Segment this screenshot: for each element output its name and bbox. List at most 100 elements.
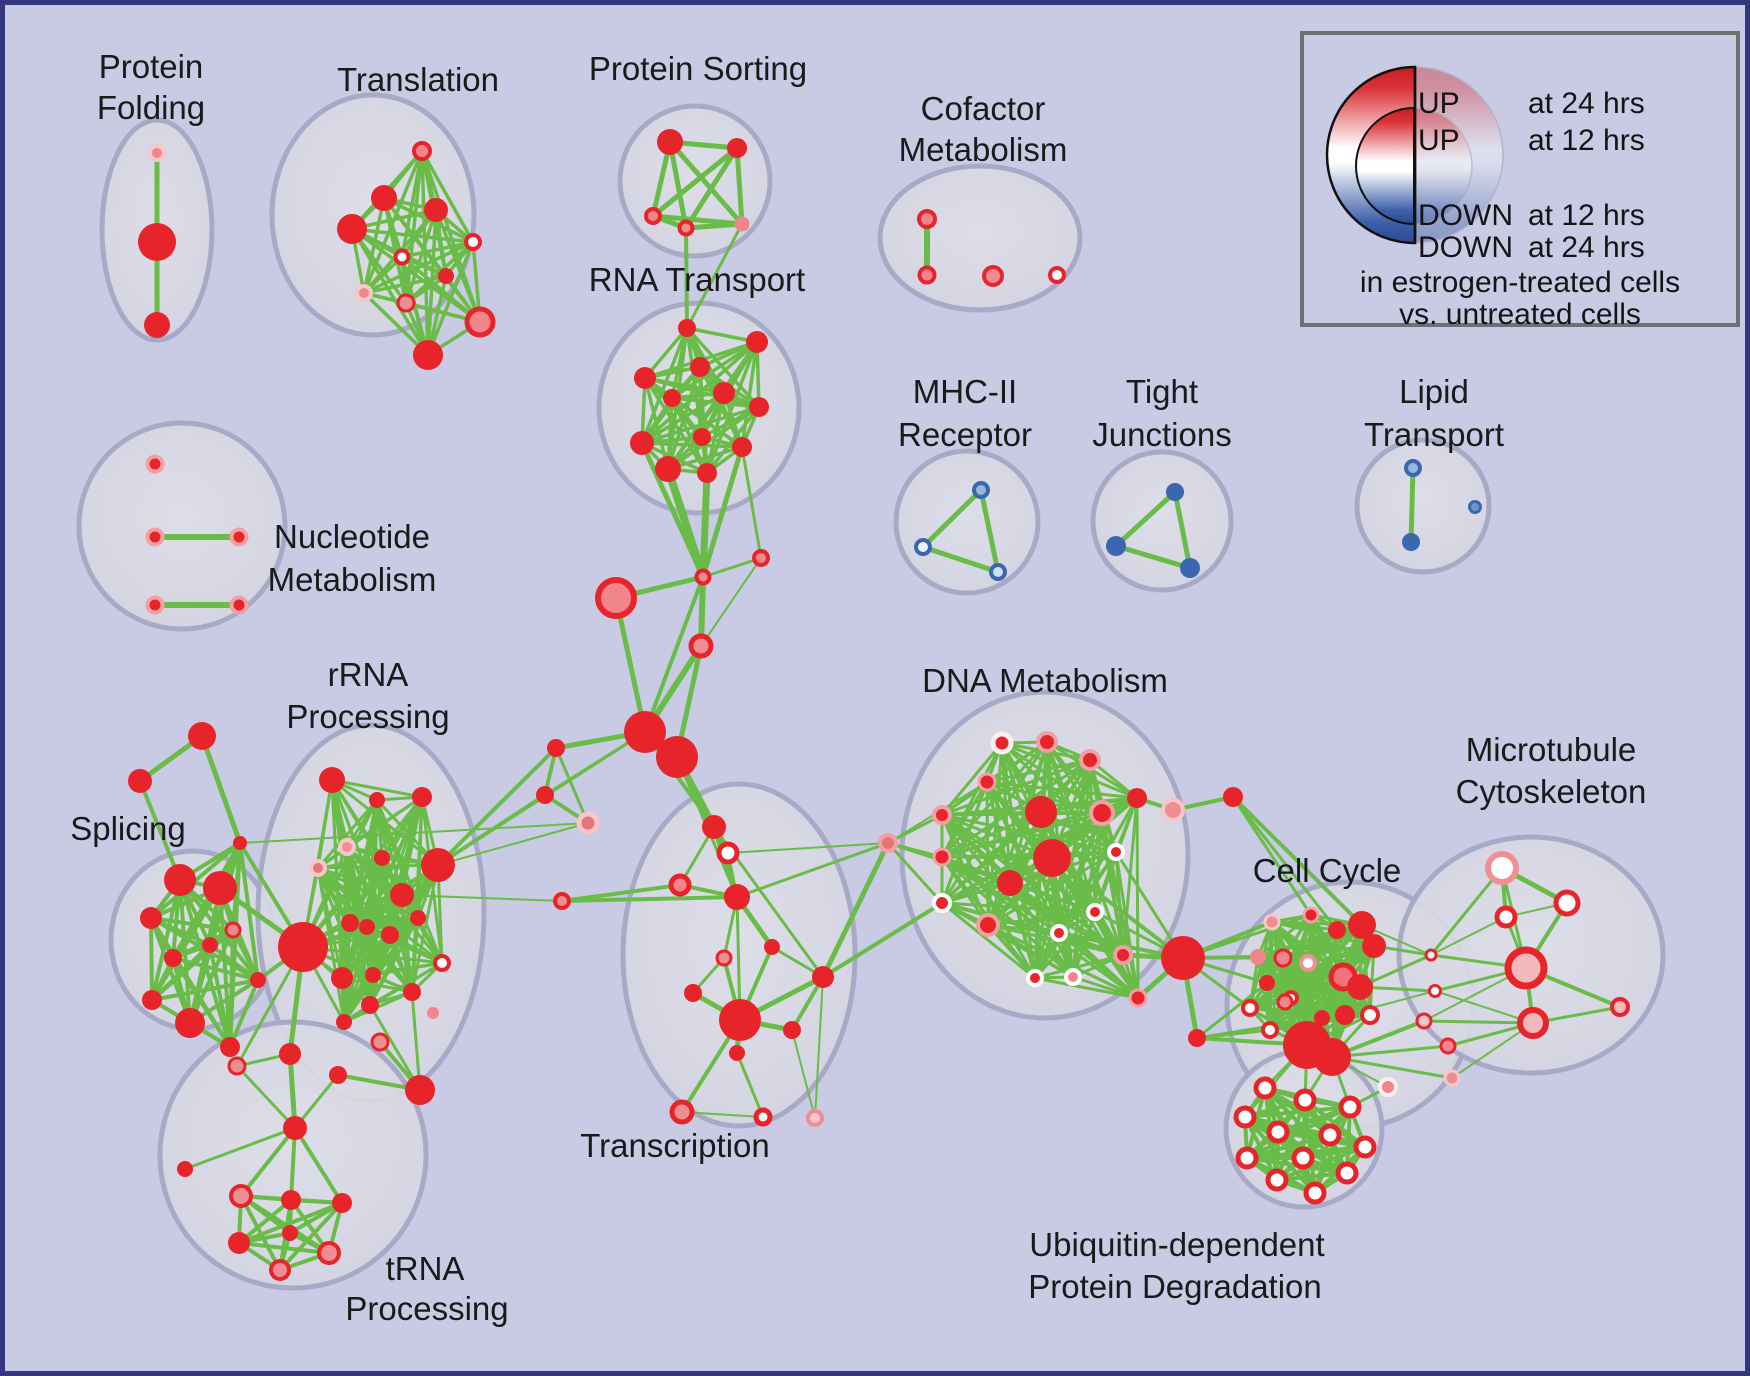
node-nm5 [229,595,249,615]
cluster-label-rrna-processing-1: Processing [286,698,449,735]
node-dm19 [1113,945,1133,965]
network-edge [1245,1133,1332,1160]
network-edge [683,145,740,231]
network-edge [978,487,1001,575]
node-mt6 [1610,997,1630,1017]
network-edge [1330,1055,1454,1080]
network-edge [149,916,154,1002]
network-edge [667,139,689,231]
node-rt3 [634,367,656,389]
node-tc7 [684,984,702,1002]
network-edge [237,1201,344,1245]
network-edge [1231,795,1313,917]
network-edge [330,778,424,799]
cluster-label-tight-junctions-0: Tight [1126,373,1198,410]
node-cy1 [1302,906,1320,924]
node-tl2 [371,185,397,211]
node-tnE [269,1259,291,1281]
node-rr16 [433,954,451,972]
node-tc3 [668,873,692,897]
network-edge [1033,976,1140,1000]
network-edge [821,901,944,979]
network-edge [239,822,589,844]
network-edge [420,149,475,244]
network-edge [705,340,759,475]
network-edge [1270,920,1372,1017]
network-edge [316,798,379,870]
cluster-label-tight-junctions-1: Junctions [1092,416,1231,453]
node-tl9 [396,293,416,313]
network-edge [1181,913,1313,960]
network-edge [1033,910,1097,980]
network-edge [940,901,1097,914]
legend-down-24-label: DOWN [1418,231,1513,264]
node-pf3 [144,312,170,338]
network-edge [1430,916,1507,956]
network-edge [640,405,761,445]
node-mt2 [1553,889,1581,917]
node-cy17 [1259,975,1275,991]
node-rrX [279,1043,301,1065]
node-mh3 [989,563,1007,581]
node-dm14 [976,913,1000,937]
node-ub5 [1266,1120,1290,1144]
node-ccF [547,739,565,757]
network-edge [920,544,1001,575]
network-edge [650,145,740,219]
node-cy7 [1347,974,1373,1000]
network-edge [400,255,482,324]
node-tc10 [783,1021,801,1039]
network-edge [239,1126,297,1198]
node-ccH [576,811,600,835]
network-edge [1451,1022,1534,1079]
network-edge [700,557,762,647]
network-edge [814,976,824,1119]
network-edge [371,961,444,977]
network-edge [734,145,745,227]
network-edge [138,779,182,882]
network-edge [986,923,1140,1000]
cluster-ellipse-lipid-transport [1354,437,1492,575]
cluster-label-trna-processing-1: Processing [345,1290,508,1327]
cluster-label-rrna-processing-0: rRNA [328,656,409,693]
node-nm2 [145,527,165,547]
node-sp3 [140,907,162,929]
node-tc6 [715,949,733,967]
node-lp2 [1402,533,1420,551]
network-edge [986,923,1075,979]
cluster-label-mhc-ii-receptor-1: Receptor [898,416,1032,453]
node-cyB2 [1313,1038,1351,1076]
network-edge [1114,850,1140,1000]
network-edge [1231,795,1339,932]
node-lp3 [1468,500,1482,514]
node-dm13 [932,893,952,913]
node-tl1 [412,141,432,161]
cluster-label-protein-sorting-0: Protein Sorting [589,50,807,87]
cluster-label-lipid-transport-1: Transport [1364,416,1504,453]
legend-up-12-label: UP [1418,124,1460,157]
node-tj3 [1180,558,1200,578]
node-cy19 [1241,999,1259,1017]
network-edge [685,326,759,344]
node-tl7 [438,268,454,284]
network-edge [199,733,243,846]
node-tc12 [669,1099,695,1125]
node-pf2 [138,223,176,261]
node-cy11 [1261,1021,1279,1039]
node-cy14 [1263,913,1281,931]
cluster-label-cofactor-metabolism-0: Cofactor [921,90,1046,127]
network-edge [664,465,707,581]
network-edge [1172,489,1193,571]
node-rr14 [331,967,353,989]
network-edge [1243,1105,1352,1119]
network-edge [560,883,682,903]
network-edge [348,856,384,925]
network-edge [643,376,709,475]
node-rr6 [374,850,390,866]
node-dm15 [1086,903,1104,921]
node-rr10 [359,919,375,935]
network-edge [228,978,260,1049]
network-edge [188,928,235,1025]
cluster-label-protein-folding-1: Folding [97,89,205,126]
legend-up-12-time: at 12 hrs [1528,124,1645,157]
